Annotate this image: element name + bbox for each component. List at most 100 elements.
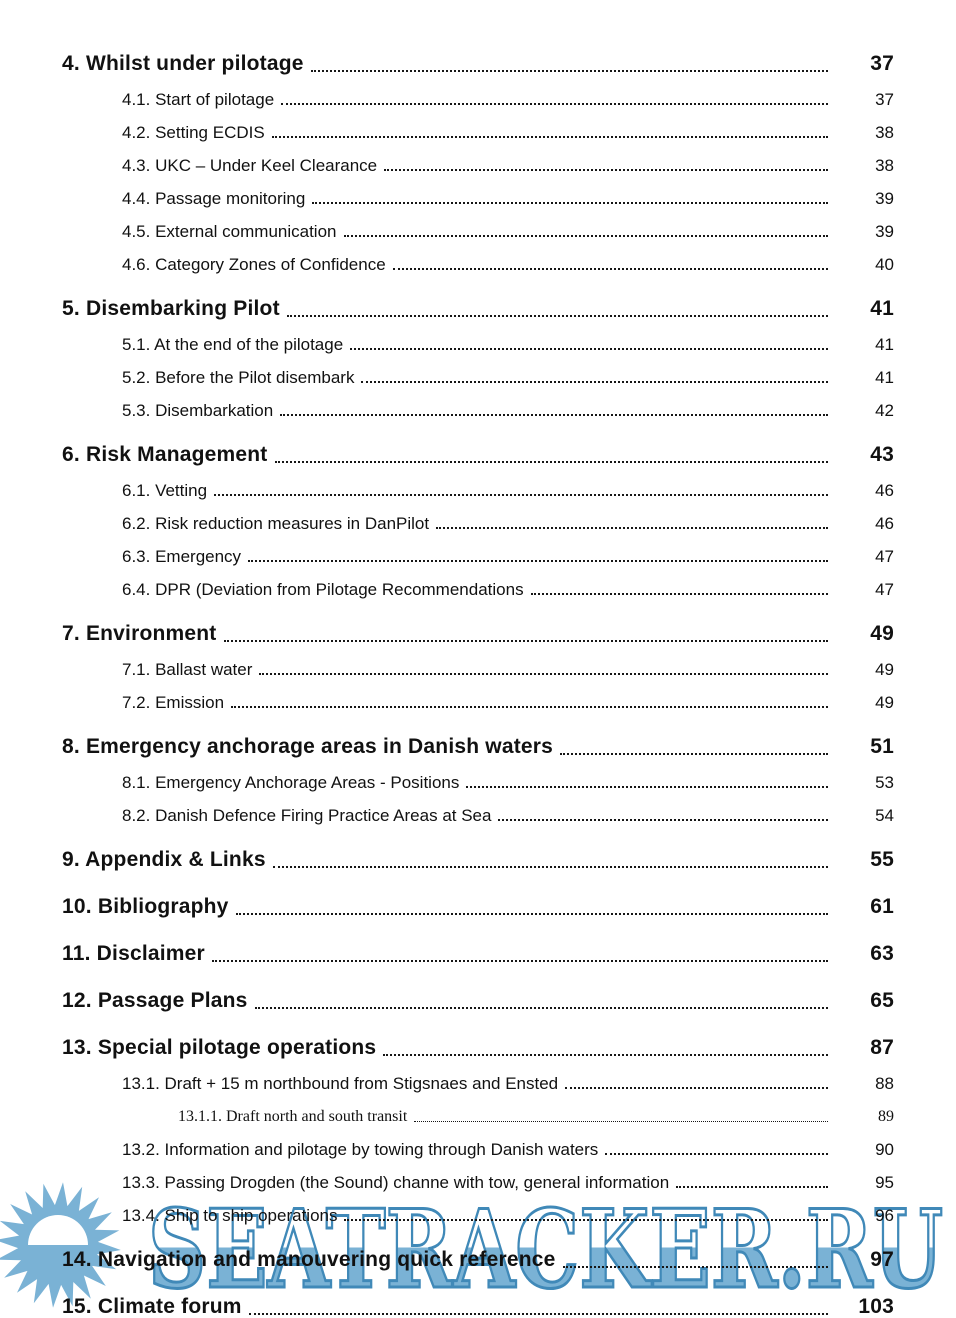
- page-number: 40: [875, 254, 894, 274]
- dot-leader: [280, 414, 828, 416]
- page-number: 41: [875, 367, 894, 387]
- toc-entry-label: 6. Risk Management: [62, 443, 268, 467]
- page-number: 46: [875, 480, 894, 500]
- dot-leader: [271, 136, 828, 138]
- toc-entry-label: 4.2. Setting ECDIS: [122, 122, 265, 142]
- toc-entry: 7.2. Emission 49: [62, 680, 894, 713]
- toc-entry-label: 15. Climate forum: [62, 1295, 242, 1318]
- toc-entry-label: 13.1.1. Draft north and south transit: [178, 1108, 408, 1126]
- page-number: 55: [870, 848, 894, 872]
- page-number: 49: [870, 622, 894, 646]
- toc-entry-label: 13. Special pilotage operations: [62, 1036, 377, 1060]
- toc-entry: 9. Appendix & Links 55: [62, 835, 894, 873]
- dot-leader: [676, 1186, 828, 1188]
- page-number: 103: [858, 1295, 894, 1318]
- toc-entry-label: 13.2. Information and pilotage by towing…: [122, 1139, 599, 1159]
- toc-entry-label: 7. Environment: [62, 622, 217, 646]
- toc-entry-label: 7.1. Ballast water: [122, 659, 253, 679]
- toc-entry: 10. Bibliography 61: [62, 882, 894, 920]
- toc-entry: 5.1. At the end of the pilotage 41: [62, 322, 894, 355]
- dot-leader: [414, 1121, 828, 1122]
- page-number: 61: [870, 895, 894, 919]
- dot-leader: [392, 268, 828, 270]
- toc-entry-label: 13.1. Draft + 15 m northbound from Stigs…: [122, 1073, 559, 1093]
- toc-entry: 13.4. Ship to ship operations 96: [62, 1193, 894, 1226]
- sun-dome: [28, 1215, 88, 1245]
- toc-entry: 4.5. External communication 39: [62, 209, 894, 242]
- toc-entry-label: 9. Appendix & Links: [62, 848, 266, 872]
- dot-leader: [560, 753, 828, 755]
- page-number: 37: [875, 89, 894, 109]
- toc-entry: 4.1. Start of pilotage 37: [62, 77, 894, 110]
- toc-entry-label: 4.5. External communication: [122, 221, 337, 241]
- toc-entry: 7.1. Ballast water 49: [62, 647, 894, 680]
- toc-entry-label: 5. Disembarking Pilot: [62, 297, 280, 321]
- page-number: 41: [875, 334, 894, 354]
- dot-leader: [466, 786, 828, 788]
- page-number: 43: [870, 443, 894, 467]
- toc-entry: 13.3. Passing Drogden (the Sound) channe…: [62, 1160, 894, 1193]
- dot-leader: [312, 202, 828, 204]
- toc-entry: 6.1. Vetting 46: [62, 468, 894, 501]
- page-number: 53: [875, 772, 894, 792]
- watermark: SEATRACKER.RU: [0, 1182, 945, 1315]
- dot-leader: [274, 461, 828, 463]
- page-number: 54: [875, 805, 894, 825]
- toc-entry: 15. Climate forum 103: [62, 1282, 894, 1318]
- dot-leader: [248, 560, 828, 562]
- toc-entry: 14. Navigation and manouvering quick ref…: [62, 1235, 894, 1273]
- toc-entry: 4.2. Setting ECDIS 38: [62, 110, 894, 143]
- page-number: 39: [875, 188, 894, 208]
- toc-entry-label: 12. Passage Plans: [62, 989, 248, 1013]
- page-number: 38: [875, 122, 894, 142]
- toc-entry: 8. Emergency anchorage areas in Danish w…: [62, 722, 894, 760]
- toc-entry-label: 5.1. At the end of the pilotage: [122, 334, 344, 354]
- page-number: 88: [875, 1073, 894, 1093]
- page-number: 37: [870, 52, 894, 76]
- toc-entry-label: 4.4. Passage monitoring: [122, 188, 306, 208]
- toc-entry-label: 7.2. Emission: [122, 692, 225, 712]
- dot-leader: [214, 494, 828, 496]
- dot-leader: [223, 640, 828, 642]
- toc-entry-label: 5.2. Before the Pilot disembark: [122, 367, 355, 387]
- dot-leader: [272, 866, 828, 868]
- page-number: 89: [878, 1108, 894, 1126]
- page-number: 65: [870, 989, 894, 1013]
- page-number: 38: [875, 155, 894, 175]
- page-number: 49: [875, 692, 894, 712]
- dot-leader: [498, 819, 828, 821]
- page-number: 96: [875, 1205, 894, 1225]
- dot-leader: [231, 706, 828, 708]
- toc-entry-label: 8.1. Emergency Anchorage Areas - Positio…: [122, 772, 460, 792]
- dot-leader: [436, 527, 828, 529]
- toc-entry-label: 8.2. Danish Defence Firing Practice Area…: [122, 805, 492, 825]
- dot-leader: [565, 1087, 828, 1089]
- toc-entry-label: 6.1. Vetting: [122, 480, 208, 500]
- page-number: 46: [875, 513, 894, 533]
- toc-entry-label: 4.6. Category Zones of Confidence: [122, 254, 386, 274]
- toc-entry: 5.2. Before the Pilot disembark 41: [62, 355, 894, 388]
- dot-leader: [286, 315, 828, 317]
- dot-leader: [248, 1313, 828, 1315]
- dot-leader: [235, 913, 828, 915]
- toc-entry: 8.2. Danish Defence Firing Practice Area…: [62, 793, 894, 826]
- dot-leader: [605, 1153, 828, 1155]
- dot-leader: [383, 1054, 828, 1056]
- toc-entry-label: 14. Navigation and manouvering quick ref…: [62, 1248, 556, 1272]
- dot-leader: [310, 70, 828, 72]
- toc-entry: 5. Disembarking Pilot 41: [62, 284, 894, 322]
- toc-entry-label: 11. Disclaimer: [62, 942, 205, 966]
- toc-entry-label: 4.1. Start of pilotage: [122, 89, 275, 109]
- page-number: 49: [875, 659, 894, 679]
- dot-leader: [344, 1219, 828, 1221]
- dot-leader: [254, 1007, 828, 1009]
- page-number: 47: [875, 579, 894, 599]
- toc-entry: 12. Passage Plans 65: [62, 976, 894, 1014]
- toc-entry: 4.4. Passage monitoring 39: [62, 176, 894, 209]
- dot-leader: [562, 1266, 828, 1268]
- page-number: 42: [875, 400, 894, 420]
- toc-entry: 6.2. Risk reduction measures in DanPilot…: [62, 501, 894, 534]
- dot-leader: [343, 235, 828, 237]
- sun-logo-icon: [0, 1182, 121, 1308]
